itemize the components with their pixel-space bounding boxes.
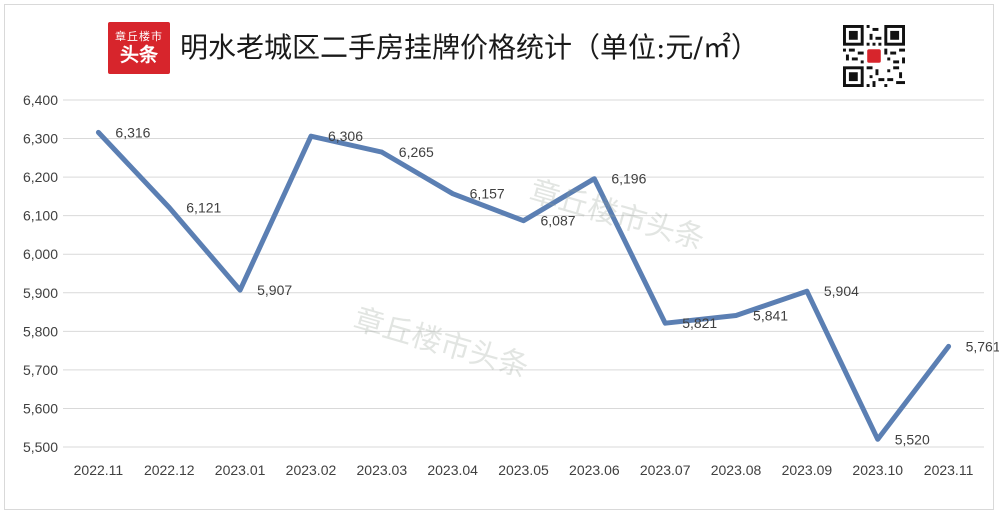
data-point	[380, 150, 384, 154]
x-tick-label: 2023.01	[215, 462, 266, 478]
x-tick-label: 2023.04	[427, 462, 478, 478]
data-point	[167, 206, 171, 210]
y-tick-label: 5,600	[23, 400, 58, 416]
x-tick-label: 2023.05	[498, 462, 549, 478]
data-label: 6,306	[328, 128, 363, 144]
x-tick-label: 2023.09	[782, 462, 833, 478]
price-series	[95, 129, 952, 442]
x-tick-label: 2022.11	[74, 462, 124, 478]
data-point	[238, 288, 242, 292]
data-label: 6,265	[399, 144, 434, 160]
logo-line2: 头条	[119, 44, 158, 66]
data-label: 5,761	[966, 338, 999, 354]
y-tick-label: 5,700	[23, 362, 58, 378]
brand-logo: 章丘楼市 头条	[108, 22, 170, 74]
y-tick-label: 5,500	[23, 439, 58, 455]
y-axis: 5,500 5,600 5,700 5,800 5,900 6,000 6,100 6,200…	[23, 92, 58, 455]
x-tick-label: 2022.12	[144, 462, 195, 478]
data-label: 5,520	[895, 431, 930, 447]
data-label: 5,904	[824, 283, 859, 299]
data-label: 5,821	[682, 315, 717, 331]
data-point	[522, 219, 525, 223]
data-point	[805, 289, 809, 293]
data-labels: 6,316 6,121 5,907 6,306 6,265 6,157 6,087 6,196…	[115, 124, 999, 447]
data-point	[663, 321, 667, 325]
x-tick-label: 2023.02	[286, 462, 337, 478]
x-tick-label: 2023.07	[640, 462, 691, 478]
y-tick-label: 6,200	[23, 169, 58, 185]
x-tick-label: 2023.06	[569, 462, 620, 478]
x-tick-label: 2023.03	[357, 462, 408, 478]
qr-code-icon	[843, 25, 905, 87]
data-label: 6,316	[115, 124, 150, 140]
grid-lines	[63, 99, 984, 448]
data-point	[876, 437, 880, 441]
y-tick-label: 5,800	[23, 323, 58, 339]
y-tick-label: 6,300	[23, 131, 58, 147]
data-point	[592, 177, 596, 181]
x-tick-label: 2023.11	[924, 462, 974, 478]
series-line	[95, 129, 952, 442]
logo-line1: 章丘楼市	[115, 30, 163, 43]
data-point	[451, 192, 455, 196]
y-tick-label: 6,400	[23, 92, 58, 108]
x-tick-label: 2023.10	[852, 462, 903, 478]
chart-frame	[4, 4, 994, 510]
data-label: 5,841	[753, 308, 788, 324]
chart-header: 章丘楼市 头条 明水老城区二手房挂牌价格统计（单位:元/㎡）	[0, 22, 999, 87]
data-point	[947, 344, 951, 348]
data-point	[96, 130, 100, 134]
data-label: 6,157	[470, 186, 505, 202]
data-label: 6,196	[611, 171, 646, 187]
x-axis: 2022.11 2022.12 2023.01 2023.02 2023.03 2023.…	[74, 462, 974, 478]
y-tick-label: 6,000	[23, 246, 58, 262]
data-label: 6,121	[186, 200, 221, 216]
y-tick-label: 5,900	[23, 285, 58, 301]
data-point	[309, 134, 313, 138]
x-tick-label: 2023.08	[711, 462, 762, 478]
data-point	[734, 314, 738, 318]
chart-title: 明水老城区二手房挂牌价格统计（单位:元/㎡）	[180, 31, 759, 64]
data-label: 5,907	[257, 282, 292, 298]
y-tick-label: 6,100	[23, 208, 58, 224]
data-label: 6,087	[541, 213, 576, 229]
